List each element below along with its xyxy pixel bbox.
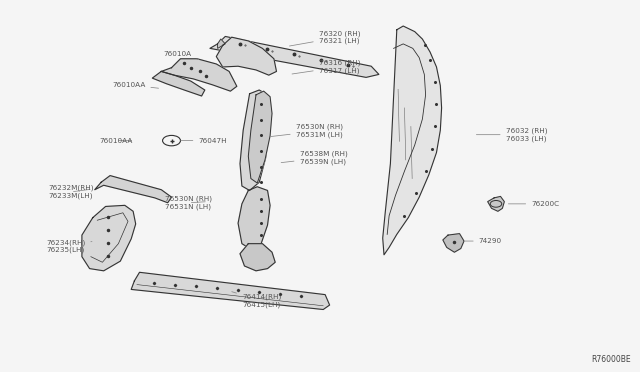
Polygon shape xyxy=(210,36,379,77)
Text: 76010A: 76010A xyxy=(163,51,199,60)
Polygon shape xyxy=(161,59,237,91)
Text: 76530N (RH)
76531M (LH): 76530N (RH) 76531M (LH) xyxy=(270,124,342,138)
Polygon shape xyxy=(443,234,464,252)
Polygon shape xyxy=(238,187,270,249)
Text: 76414(RH)
76415(LH): 76414(RH) 76415(LH) xyxy=(232,292,281,308)
Text: 76538M (RH)
76539N (LH): 76538M (RH) 76539N (LH) xyxy=(281,151,348,165)
Polygon shape xyxy=(488,196,504,211)
Text: 76010AA: 76010AA xyxy=(99,138,132,144)
Text: 76032 (RH)
76033 (LH): 76032 (RH) 76033 (LH) xyxy=(476,128,547,142)
Text: 76047H: 76047H xyxy=(180,138,227,144)
Text: 74290: 74290 xyxy=(465,238,502,244)
Polygon shape xyxy=(218,39,225,48)
Text: 76234(RH)
76235(LH): 76234(RH) 76235(LH) xyxy=(46,239,92,253)
Text: 76316 (RH)
76317 (LH): 76316 (RH) 76317 (LH) xyxy=(292,60,360,74)
Polygon shape xyxy=(131,272,330,310)
Polygon shape xyxy=(82,205,136,271)
Text: 76232M(RH)
76233M(LH): 76232M(RH) 76233M(LH) xyxy=(48,185,93,199)
Polygon shape xyxy=(240,90,270,190)
Text: R76000BE: R76000BE xyxy=(591,355,630,364)
Polygon shape xyxy=(95,176,172,203)
Polygon shape xyxy=(240,244,275,271)
Text: 76320 (RH)
76321 (LH): 76320 (RH) 76321 (LH) xyxy=(289,30,360,46)
Polygon shape xyxy=(383,26,442,255)
Text: 76200C: 76200C xyxy=(508,201,559,207)
Polygon shape xyxy=(248,91,272,183)
Polygon shape xyxy=(152,71,205,96)
Polygon shape xyxy=(216,37,276,75)
Text: 76530N (RH)
76531N (LH): 76530N (RH) 76531N (LH) xyxy=(165,196,212,210)
Text: 76010AA: 76010AA xyxy=(112,82,159,88)
